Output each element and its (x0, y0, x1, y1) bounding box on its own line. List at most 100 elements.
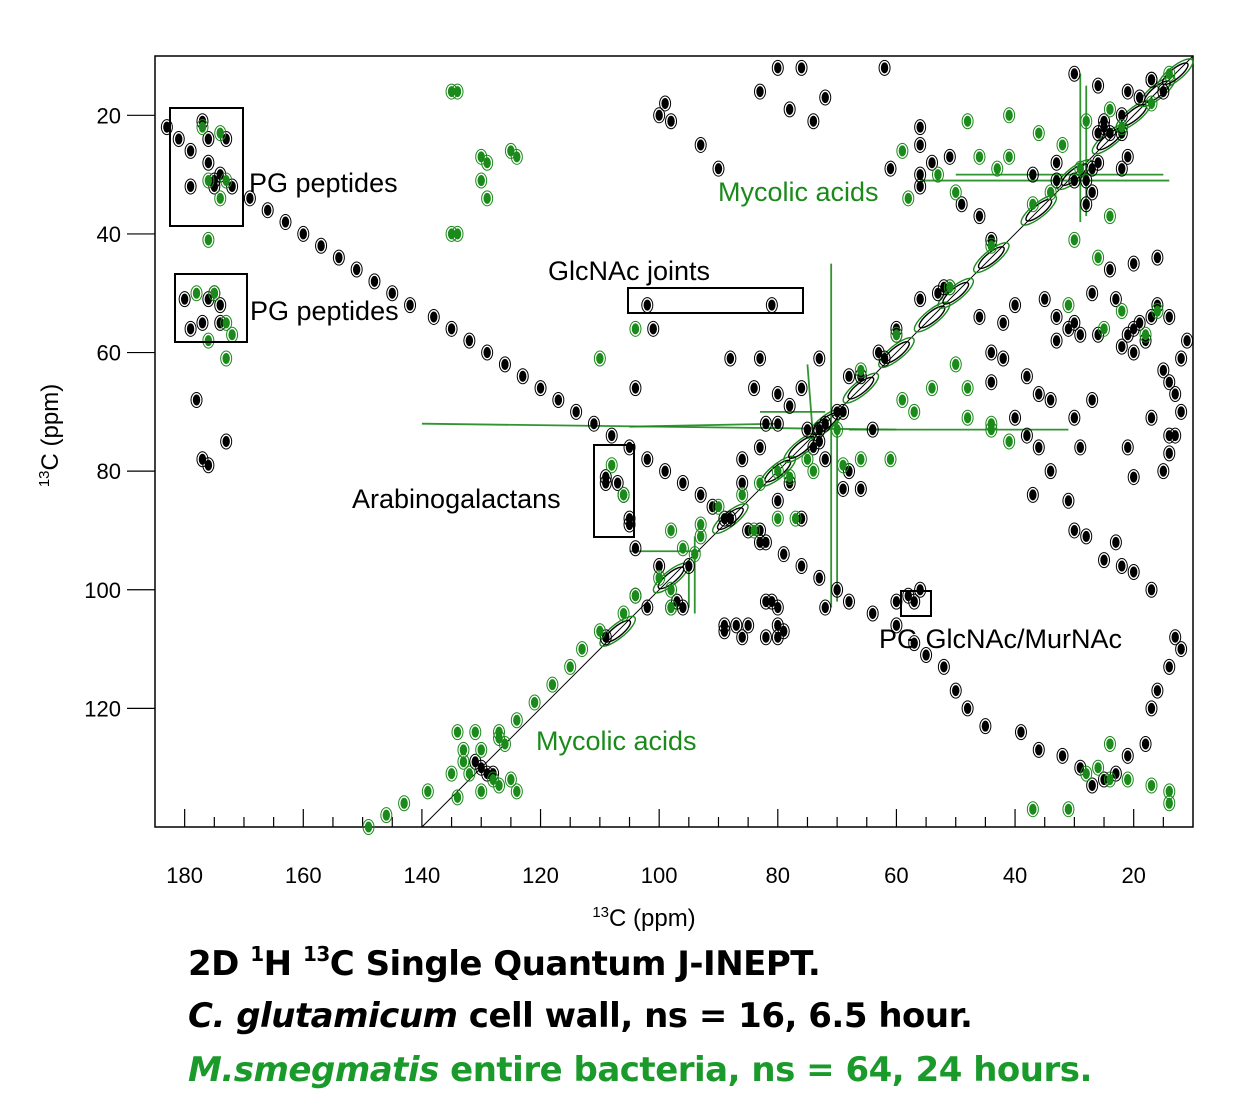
peak-marker (1094, 252, 1102, 264)
peak-contour (890, 326, 903, 343)
peak-contour (587, 415, 600, 432)
peak-contour (842, 593, 855, 610)
peak-marker (1106, 103, 1114, 115)
peak-contour (593, 623, 606, 640)
peak-marker (204, 133, 213, 145)
peak-contour (190, 391, 203, 408)
peak-contour (1050, 332, 1063, 349)
peak-marker (946, 281, 954, 293)
peak-marker (1177, 352, 1185, 364)
peak-contour (1127, 563, 1140, 580)
peak-marker (1070, 317, 1079, 329)
peak-contour (504, 771, 517, 788)
peak-contour (1151, 303, 1164, 320)
peak-contour (949, 682, 962, 699)
x-tick-label: 60 (884, 863, 908, 888)
peak-contour (1062, 320, 1075, 337)
annotation-label: PG GlcNAc/MurNAc (879, 624, 1122, 654)
peak-marker (643, 602, 652, 614)
peak-contour (754, 475, 767, 492)
peak-contour (1056, 136, 1069, 153)
peak-marker (1088, 287, 1096, 299)
diagonal-contour (599, 615, 637, 647)
y-tick-label: 100 (84, 578, 121, 603)
peak-contour (599, 629, 612, 646)
peak-contour (712, 160, 725, 177)
peak-marker (999, 317, 1007, 329)
peak-marker (922, 649, 930, 661)
peak-contour (214, 190, 227, 207)
peak-contour (665, 113, 678, 130)
x-tick-label: 100 (641, 863, 678, 888)
peak-contour (914, 291, 927, 308)
peak-marker (572, 406, 580, 418)
peak-contour (961, 380, 974, 397)
peak-marker (596, 352, 604, 364)
diagonal-line (421, 55, 1194, 828)
peak-contour (1163, 374, 1176, 391)
peak-contour (1092, 759, 1105, 776)
peak-marker (857, 453, 865, 465)
peak-contour (629, 380, 642, 397)
peak-marker (222, 175, 230, 187)
peak-marker (495, 732, 503, 744)
peak-contour (629, 320, 642, 337)
peak-contour (564, 658, 577, 675)
peak-marker (554, 394, 563, 406)
peak-marker (952, 685, 960, 697)
peak-marker (714, 501, 723, 513)
peak-marker (471, 726, 479, 738)
peak-contour (676, 540, 689, 557)
peak-marker (869, 607, 877, 619)
peak-contour (931, 166, 944, 183)
peak-contour (1068, 65, 1081, 82)
peak-contour (659, 95, 672, 112)
peak-marker (999, 352, 1007, 364)
peak-contour (641, 451, 654, 468)
peak-marker (1147, 97, 1156, 109)
peak-marker (1118, 163, 1126, 175)
peak-marker (216, 299, 224, 311)
peak-marker (1064, 803, 1073, 815)
peak-contour (1080, 196, 1093, 213)
peak-contour (421, 783, 434, 800)
peak-contour (736, 629, 749, 646)
peak-contour (1157, 463, 1170, 480)
peak-marker (1129, 566, 1138, 578)
peak-marker (483, 157, 491, 169)
peak-marker (643, 453, 652, 465)
peak-marker (459, 756, 468, 768)
peak-marker (281, 216, 290, 228)
annotation-label: Mycolic acids (718, 177, 879, 207)
peak-marker (898, 394, 907, 406)
peak-contour (1020, 368, 1033, 385)
peak-contour (1127, 255, 1140, 272)
peak-marker (1165, 785, 1173, 797)
peak-contour (451, 724, 464, 741)
peak-contour (914, 178, 927, 195)
peak-contour (783, 397, 796, 414)
peak-marker (809, 465, 818, 477)
peak-contour (1044, 184, 1057, 201)
peak-marker (1118, 305, 1126, 317)
peak-contour (576, 641, 589, 658)
peak-contour (1074, 160, 1087, 177)
peak-marker (916, 180, 924, 192)
peak-marker (696, 489, 705, 501)
peak-marker (1076, 441, 1085, 453)
x-tick-label: 20 (1121, 863, 1145, 888)
peak-contour (528, 694, 541, 711)
y-axis-label: 13C (ppm) (36, 384, 64, 487)
peak-marker (631, 590, 640, 602)
peak-marker (246, 192, 254, 204)
diagonal-contour (972, 242, 1010, 274)
peak-contour (908, 403, 921, 420)
peak-contour (1086, 391, 1099, 408)
peak-contour (1109, 534, 1122, 551)
peak-marker (477, 785, 485, 797)
peak-contour (1092, 125, 1105, 142)
plot-frame (154, 55, 1194, 828)
annotation-label: Arabinogalactans (352, 484, 561, 514)
peak-marker (1165, 797, 1173, 809)
peak-marker (880, 62, 889, 74)
